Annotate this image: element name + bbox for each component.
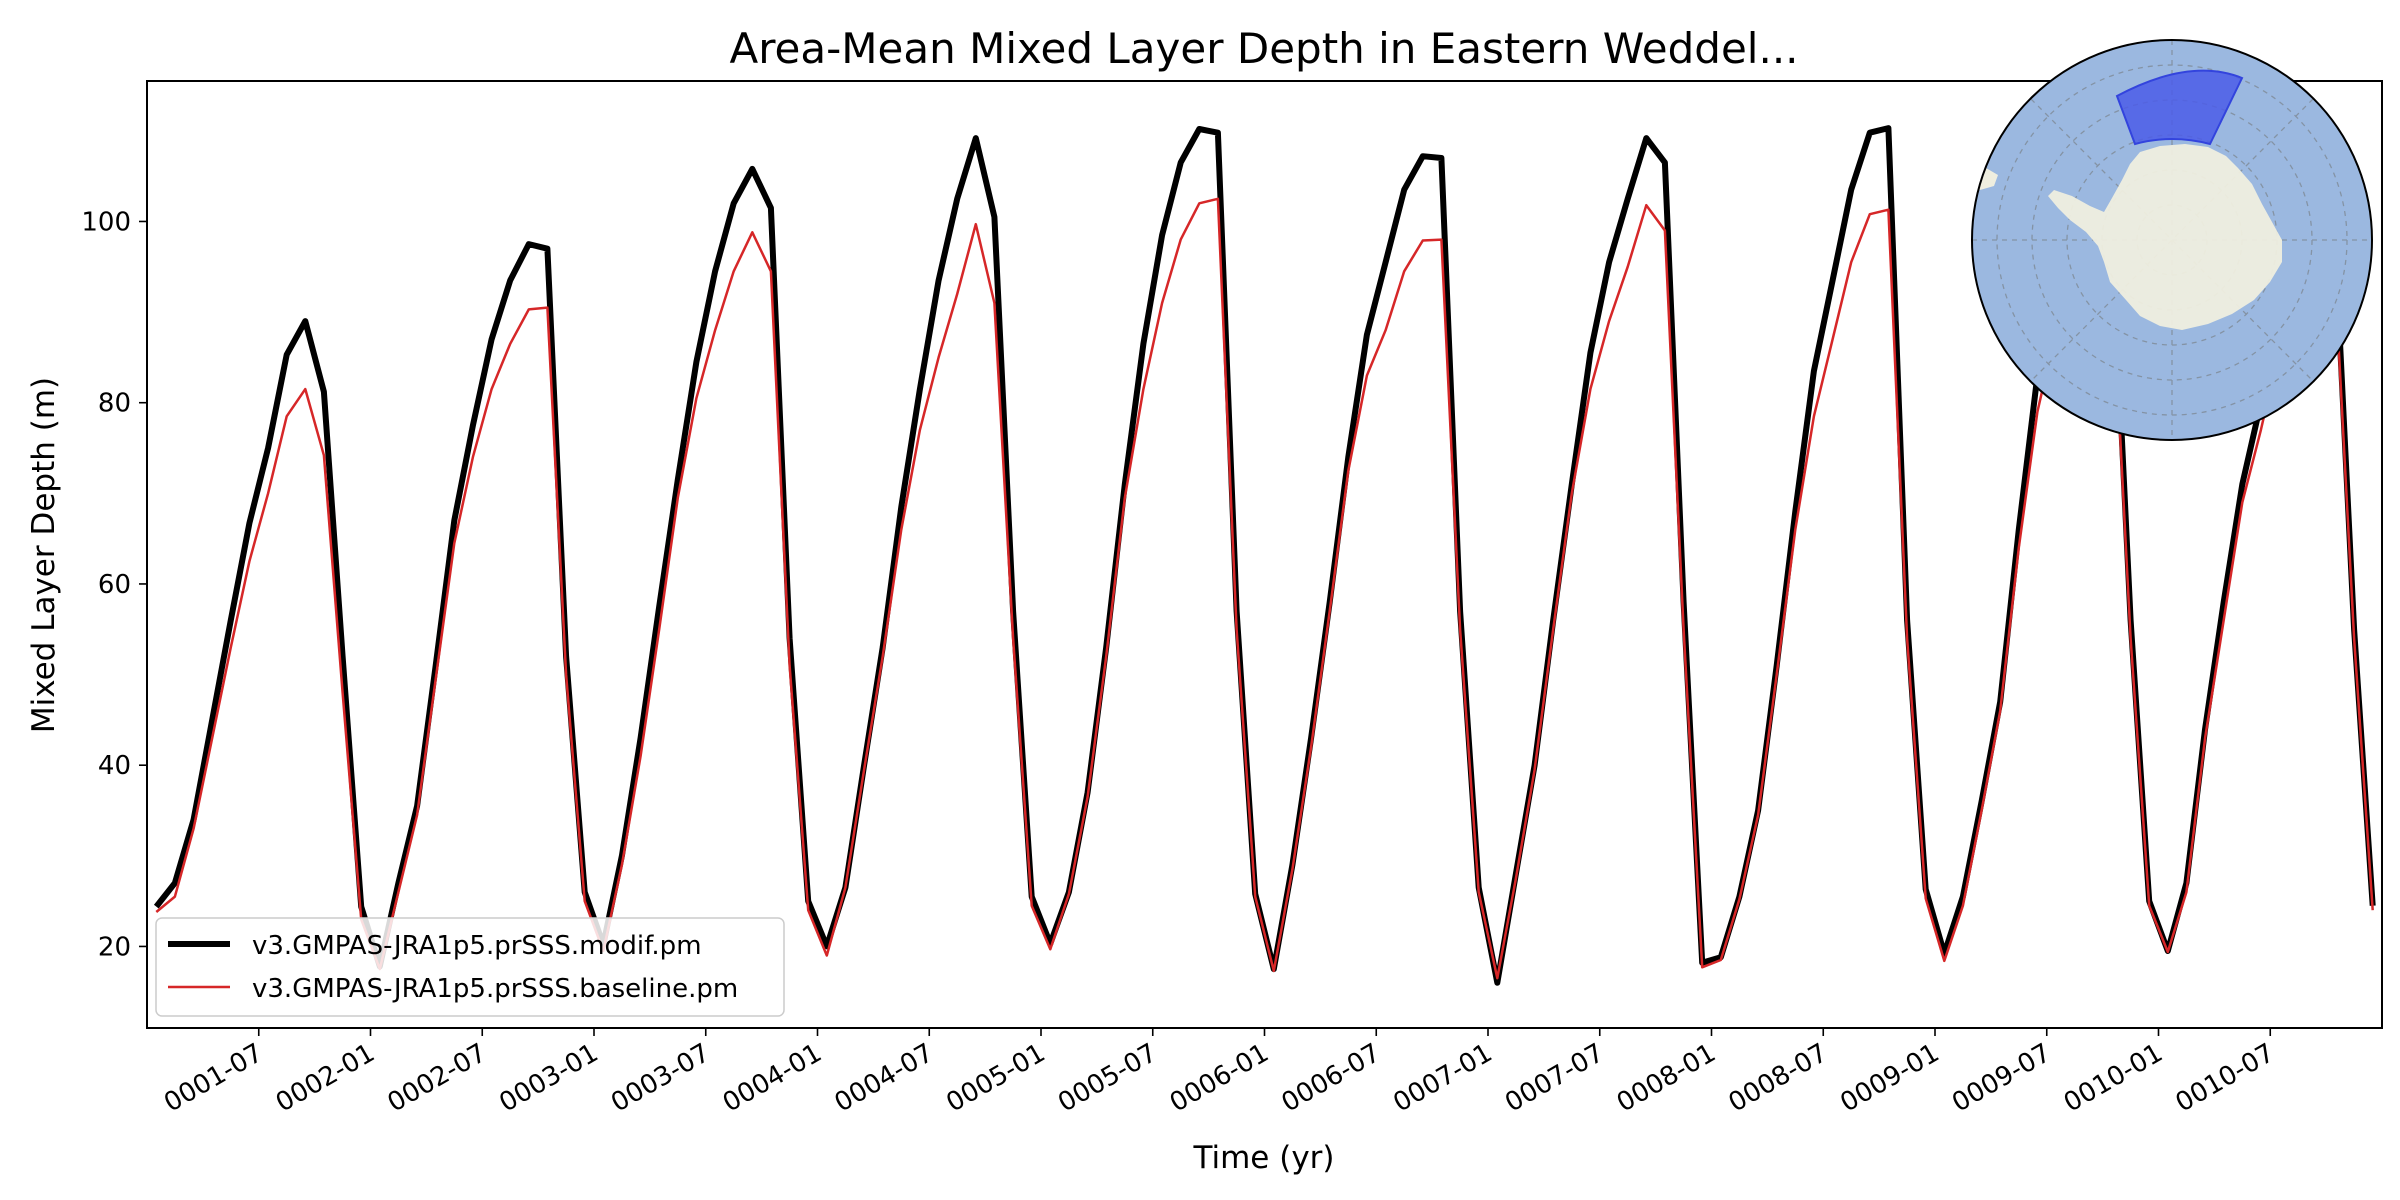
x-tick-label: 0004-07 (830, 1038, 939, 1118)
y-axis: 20 40 60 80 100 (81, 207, 147, 962)
legend: v3.GMPAS-JRA1p5.prSSS.modif.pm v3.GMPAS-… (155, 917, 785, 1017)
y-tick-label: 60 (98, 570, 131, 600)
series-line-baseline (155, 197, 2374, 980)
x-tick-label: 0006-07 (1277, 1038, 1386, 1118)
chart-title: Area-Mean Mixed Layer Depth in Eastern W… (729, 24, 1798, 73)
y-tick-label: 40 (98, 751, 131, 781)
x-tick-label: 0002-07 (383, 1038, 492, 1118)
x-tick-label: 0007-07 (1500, 1038, 1609, 1118)
x-tick-label: 0010-01 (2059, 1038, 2168, 1118)
x-tick-label: 0009-01 (1835, 1038, 1944, 1118)
y-tick-label: 80 (98, 389, 131, 419)
x-tick-label: 0003-01 (494, 1038, 603, 1118)
legend-label-modif: v3.GMPAS-JRA1p5.prSSS.modif.pm (252, 931, 702, 961)
x-axis-label: Time (yr) (1193, 1140, 1335, 1176)
inset-map-border (1971, 39, 2373, 441)
legend-box (155, 917, 785, 1017)
inset-map (1971, 39, 2373, 441)
y-tick-label: 100 (81, 207, 131, 237)
legend-label-baseline: v3.GMPAS-JRA1p5.prSSS.baseline.pm (252, 974, 738, 1004)
x-tick-label: 0007-01 (1388, 1038, 1497, 1118)
y-tick-label: 20 (98, 932, 131, 962)
x-tick-label: 0008-07 (1724, 1038, 1833, 1118)
x-tick-label: 0008-01 (1612, 1038, 1721, 1118)
x-tick-label: 0005-01 (941, 1038, 1050, 1118)
x-tick-label: 0005-07 (1053, 1038, 1162, 1118)
inset-map-region (2115, 69, 2244, 146)
x-tick-label: 0003-07 (606, 1038, 715, 1118)
x-tick-label: 0009-07 (1947, 1038, 2056, 1118)
x-tick-label: 0001-07 (159, 1038, 268, 1118)
inset-map-antarctica (2048, 144, 2282, 330)
x-tick-label: 0002-01 (271, 1038, 380, 1118)
y-axis-label: Mixed Layer Depth (m) (26, 377, 62, 733)
x-tick-label: 0004-01 (718, 1038, 827, 1118)
x-axis: 0001-07 0002-01 0002-07 0003-01 0003-07 0004-… (159, 1028, 2280, 1118)
x-tick-label: 0010-07 (2171, 1038, 2280, 1118)
x-tick-label: 0006-01 (1165, 1038, 1274, 1118)
